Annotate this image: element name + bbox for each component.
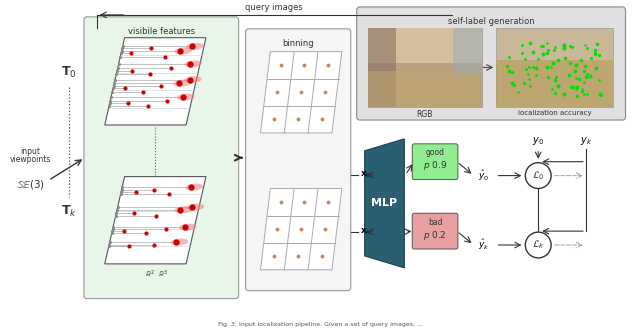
Text: $p$ 0.2: $p$ 0.2 bbox=[423, 228, 447, 242]
Polygon shape bbox=[105, 176, 206, 264]
Ellipse shape bbox=[186, 43, 204, 50]
Polygon shape bbox=[260, 52, 342, 133]
Text: $\mathbb{SE}(3)$: $\mathbb{SE}(3)$ bbox=[16, 177, 45, 190]
Ellipse shape bbox=[174, 47, 192, 54]
FancyBboxPatch shape bbox=[412, 144, 458, 179]
Bar bbox=[367, 28, 396, 107]
Bar bbox=[367, 28, 482, 107]
Text: visibile features: visibile features bbox=[128, 27, 195, 36]
Ellipse shape bbox=[175, 206, 193, 213]
Text: $\mathbb{R}^3$: $\mathbb{R}^3$ bbox=[158, 269, 168, 280]
Circle shape bbox=[525, 232, 551, 258]
Text: $\mathbf{T}_k$: $\mathbf{T}_k$ bbox=[61, 204, 77, 219]
Ellipse shape bbox=[184, 76, 202, 83]
Ellipse shape bbox=[186, 203, 204, 211]
Text: RGB: RGB bbox=[417, 110, 433, 119]
Bar bbox=[497, 60, 613, 107]
Text: $y_k$: $y_k$ bbox=[580, 135, 592, 147]
Text: bad: bad bbox=[428, 218, 442, 227]
Ellipse shape bbox=[177, 94, 195, 101]
Circle shape bbox=[525, 163, 551, 188]
Text: viewpoints: viewpoints bbox=[10, 155, 51, 164]
FancyBboxPatch shape bbox=[246, 29, 351, 291]
Text: $\mathbb{R}^2$: $\mathbb{R}^2$ bbox=[145, 269, 154, 280]
Text: query images: query images bbox=[245, 3, 303, 12]
Bar bbox=[453, 28, 482, 75]
Text: binning: binning bbox=[282, 39, 314, 48]
FancyBboxPatch shape bbox=[356, 7, 625, 120]
Text: $\mathcal{L}_k$: $\mathcal{L}_k$ bbox=[532, 239, 545, 251]
Text: $\mathbf{x}_k$: $\mathbf{x}_k$ bbox=[360, 226, 372, 237]
Text: localization accuracy: localization accuracy bbox=[518, 110, 592, 116]
FancyBboxPatch shape bbox=[84, 17, 239, 299]
Text: Fig. 3: Input localization pipeline. Given a set of query images, ...: Fig. 3: Input localization pipeline. Giv… bbox=[218, 322, 422, 327]
Text: good: good bbox=[426, 148, 445, 157]
Polygon shape bbox=[260, 188, 342, 270]
Polygon shape bbox=[105, 38, 206, 125]
Text: $\mathbf{T}_0$: $\mathbf{T}_0$ bbox=[61, 65, 77, 80]
Text: $\mathcal{L}_0$: $\mathcal{L}_0$ bbox=[532, 169, 545, 182]
Text: $\mathbf{x}_0$: $\mathbf{x}_0$ bbox=[360, 170, 371, 180]
Text: $\hat{y}_0$: $\hat{y}_0$ bbox=[478, 168, 490, 183]
Bar bbox=[367, 72, 482, 107]
Text: input: input bbox=[20, 147, 40, 156]
Text: $p$ 0.9: $p$ 0.9 bbox=[423, 159, 447, 172]
Text: $y_0$: $y_0$ bbox=[532, 135, 544, 147]
Text: $\hat{y}_k$: $\hat{y}_k$ bbox=[478, 238, 490, 252]
Ellipse shape bbox=[184, 60, 202, 68]
Ellipse shape bbox=[173, 80, 191, 87]
Bar bbox=[497, 28, 613, 107]
Text: MLP: MLP bbox=[371, 198, 397, 208]
Text: self-label generation: self-label generation bbox=[448, 17, 534, 26]
Polygon shape bbox=[365, 139, 404, 268]
Ellipse shape bbox=[179, 224, 196, 231]
Ellipse shape bbox=[186, 183, 204, 190]
FancyBboxPatch shape bbox=[412, 213, 458, 249]
Ellipse shape bbox=[170, 238, 188, 245]
Bar bbox=[367, 28, 482, 64]
